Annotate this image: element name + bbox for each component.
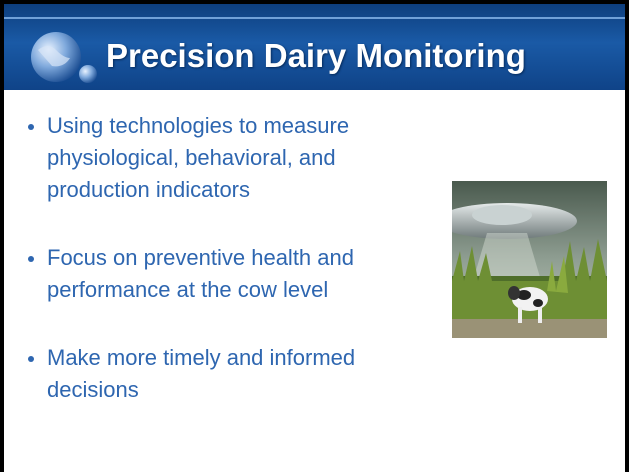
bullet-text: physiological, behavioral, and: [47, 145, 336, 170]
header-line: [4, 17, 625, 19]
bullet-dot: [28, 356, 34, 362]
bullet-list: Using technologies to measure physiologic…: [24, 110, 355, 442]
bullet-text: Make more timely and informed: [47, 345, 356, 370]
header-bar: Precision Dairy Monitoring: [4, 4, 625, 90]
bullet-text: performance at the cow level: [47, 277, 329, 302]
bullet-dot: [28, 124, 34, 130]
bullet-item: Focus on preventive health and performanc…: [24, 242, 355, 306]
bullet-text: Focus on preventive health and: [47, 245, 354, 270]
globe-icon: [31, 32, 97, 83]
bullet-text: decisions: [47, 377, 139, 402]
bullet-item: Make more timely and informed decisions: [24, 342, 355, 406]
bullet-item: Using technologies to measure physiologic…: [24, 110, 355, 206]
bullet-text: Using technologies to measure: [47, 113, 350, 138]
bullet-dot: [28, 256, 34, 262]
ufo-cow-photo: [452, 181, 607, 338]
slide-title: Precision Dairy Monitoring: [106, 37, 526, 74]
bullet-text: production indicators: [47, 177, 251, 202]
